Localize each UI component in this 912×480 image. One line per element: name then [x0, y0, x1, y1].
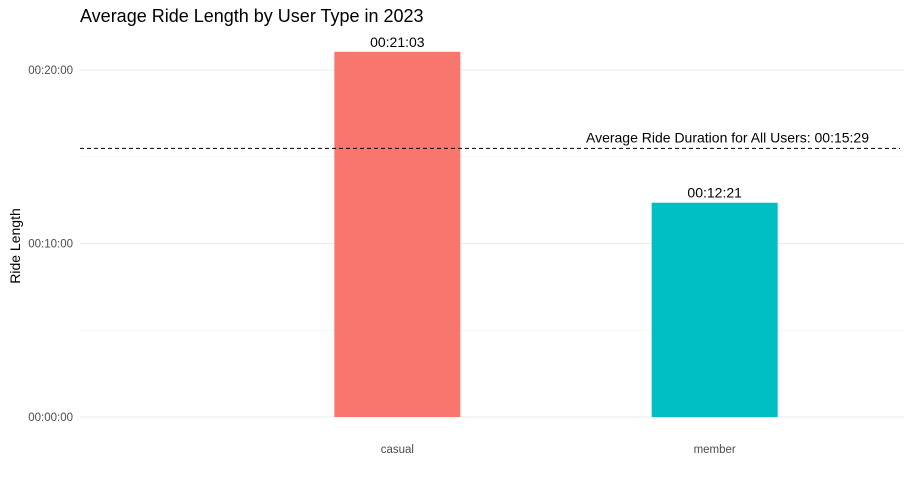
value-labels: 00:21:03 00:12:21	[370, 34, 742, 201]
bar-value-label: 00:21:03	[370, 34, 425, 50]
x-tick-label: casual	[381, 444, 414, 456]
bars	[334, 51, 778, 417]
grid-lines	[80, 69, 904, 418]
y-tick-label: 00:20:00	[28, 65, 73, 77]
axes: 00:00:00 00:10:00 00:20:00 casual member	[28, 65, 736, 456]
x-tick-label: member	[694, 444, 736, 456]
y-tick-label: 00:00:00	[28, 412, 73, 424]
chart-title: Average Ride Length by User Type in 2023	[80, 6, 424, 26]
reference-line-group: Average Ride Duration for All Users: 00:…	[80, 129, 900, 149]
bar-value-label: 00:12:21	[687, 185, 742, 201]
bar-casual	[334, 51, 461, 417]
y-axis-label: Ride Length	[7, 208, 23, 284]
y-tick-label: 00:10:00	[28, 239, 73, 251]
average-reference-label: Average Ride Duration for All Users: 00:…	[586, 129, 869, 145]
bar-member	[651, 202, 778, 417]
